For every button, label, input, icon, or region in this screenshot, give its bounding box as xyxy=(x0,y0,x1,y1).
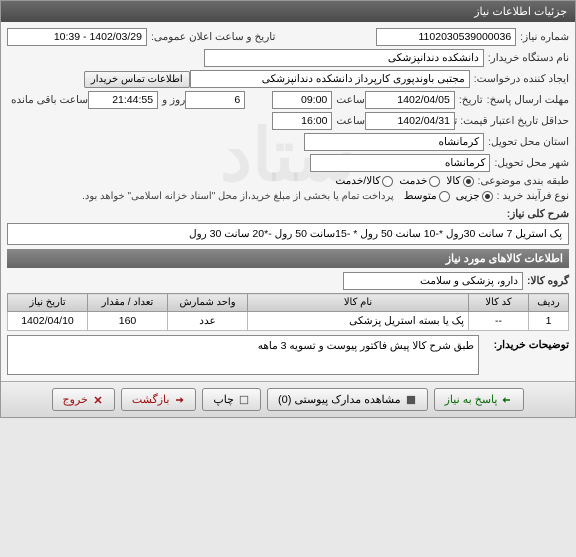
col-date: تاریخ نیاز xyxy=(8,294,88,312)
back-button-label: بازگشت xyxy=(132,393,170,406)
time-label-1: ساعت xyxy=(336,94,365,106)
valid-time-field: 16:00 xyxy=(272,112,332,130)
category-label: طبقه بندی موضوعی: xyxy=(478,175,569,187)
buyer-org-label: نام دستگاه خریدار: xyxy=(488,52,569,64)
col-name: نام کالا xyxy=(248,294,469,312)
attachments-button-label: مشاهده مدارک پیوستی (0) xyxy=(278,393,401,406)
hours-left-field: 21:44:55 xyxy=(88,91,158,109)
print-button[interactable]: چاپ xyxy=(202,388,261,411)
time-label-2: ساعت xyxy=(336,115,365,127)
exit-button-label: خروج xyxy=(63,393,88,406)
radio-service[interactable]: خدمت xyxy=(399,175,440,187)
print-button-label: چاپ xyxy=(213,393,234,406)
province-label: استان محل تحویل: xyxy=(488,136,569,148)
print-icon xyxy=(238,394,250,406)
table-row[interactable]: 1 -- پک یا بسته استریل پزشکی عدد 160 140… xyxy=(8,312,569,331)
radio-goods-label: کالا xyxy=(446,175,460,187)
col-qty: تعداد / مقدار xyxy=(88,294,168,312)
col-row: ردیف xyxy=(529,294,569,312)
province-field: کرمانشاه xyxy=(304,133,484,151)
exit-button[interactable]: خروج xyxy=(52,388,115,411)
buyer-notes-box: طبق شرح کالا پیش فاکتور پیوست و تسویه 3 … xyxy=(7,335,479,375)
cell-idx: 1 xyxy=(529,312,569,331)
need-no-field: 1102030539000036 xyxy=(376,28,516,46)
radio-goods[interactable]: کالا xyxy=(446,175,473,187)
radio-dot-icon xyxy=(463,176,474,187)
attachment-icon xyxy=(405,394,417,406)
announce-dt-field: 1402/03/29 - 10:39 xyxy=(7,28,147,46)
window-titlebar: جزئیات اطلاعات نیاز xyxy=(1,1,575,22)
validity-label: حداقل تاریخ اعتبار قیمت: تا تاریخ: xyxy=(459,115,569,127)
cell-code: -- xyxy=(469,312,529,331)
deadline-label: مهلت ارسال پاسخ: xyxy=(487,94,569,106)
radio-dot-icon xyxy=(382,176,393,187)
reply-button[interactable]: پاسخ به نیاز xyxy=(434,388,525,411)
cell-name: پک یا بسته استریل پزشکی xyxy=(248,312,469,331)
time-left-label: ساعت باقی مانده xyxy=(11,94,88,106)
category-radio-group: کالا خدمت کالا/خدمت xyxy=(335,175,473,187)
radio-dot-icon xyxy=(429,176,440,187)
need-no-label: شماره نیاز: xyxy=(520,31,569,43)
cell-date: 1402/04/10 xyxy=(8,312,88,331)
general-desc-label: شرح کلی نیاز: xyxy=(507,208,569,220)
contact-info-button[interactable]: اطلاعات تماس خریدار xyxy=(84,71,190,88)
radio-service-label: خدمت xyxy=(399,175,427,187)
back-button[interactable]: بازگشت xyxy=(121,388,197,411)
general-desc-box: پک استریل 7 سانت 30رول *-10 سانت 50 رول … xyxy=(7,223,569,245)
attachments-button[interactable]: مشاهده مدارک پیوستی (0) xyxy=(267,388,428,411)
buyer-org-field: دانشکده دندانپزشکی xyxy=(204,49,484,67)
items-table: ردیف کد کالا نام کالا واحد شمارش تعداد /… xyxy=(7,293,569,331)
requester-field: مجتبی باوندپوری کارپرداز دانشکده دندانپز… xyxy=(190,70,470,88)
goods-group-field: دارو، پزشکی و سلامت xyxy=(343,272,523,290)
purchase-radio-group: جزیی متوسط xyxy=(404,190,493,202)
radio-partial-label: جزیی xyxy=(456,190,480,202)
cell-unit: عدد xyxy=(168,312,248,331)
radio-medium[interactable]: متوسط xyxy=(404,190,450,202)
day-and-label: روز و xyxy=(162,94,185,106)
valid-date-field: 1402/04/31 xyxy=(365,112,455,130)
back-icon xyxy=(173,394,185,406)
exit-icon xyxy=(92,394,104,406)
radio-both-label: کالا/خدمت xyxy=(335,175,380,187)
purchase-type-label: نوع فرآیند خرید : xyxy=(497,190,569,202)
deadline-time-field: 09:00 xyxy=(272,91,332,109)
col-unit: واحد شمارش xyxy=(168,294,248,312)
city-field: کرمانشاه xyxy=(310,154,490,172)
buyer-notes-label: توضیحات خریدار: xyxy=(479,335,569,375)
cell-qty: 160 xyxy=(88,312,168,331)
radio-both[interactable]: کالا/خدمت xyxy=(335,175,393,187)
radio-partial[interactable]: جزیی xyxy=(456,190,493,202)
announce-dt-label: تاریخ و ساعت اعلان عمومی: xyxy=(151,31,275,43)
city-label: شهر محل تحویل: xyxy=(494,157,569,169)
radio-dot-icon xyxy=(439,191,450,202)
radio-medium-label: متوسط xyxy=(404,190,437,202)
footer-toolbar: پاسخ به نیاز مشاهده مدارک پیوستی (0) چاپ… xyxy=(1,381,575,417)
requester-label: ایجاد کننده درخواست: xyxy=(474,73,569,85)
reply-icon xyxy=(501,394,513,406)
date-label-1: تاریخ: xyxy=(459,94,483,106)
reply-button-label: پاسخ به نیاز xyxy=(445,393,498,406)
items-section-head: اطلاعات کالاهای مورد نیاز xyxy=(7,249,569,268)
deadline-date-field: 1402/04/05 xyxy=(365,91,455,109)
goods-group-label: گروه کالا: xyxy=(527,275,569,287)
days-left-field: 6 xyxy=(185,91,245,109)
col-code: کد کالا xyxy=(469,294,529,312)
radio-dot-icon xyxy=(482,191,493,202)
payment-note: پرداخت تمام یا بخشی از مبلغ خرید،از محل … xyxy=(82,191,394,202)
